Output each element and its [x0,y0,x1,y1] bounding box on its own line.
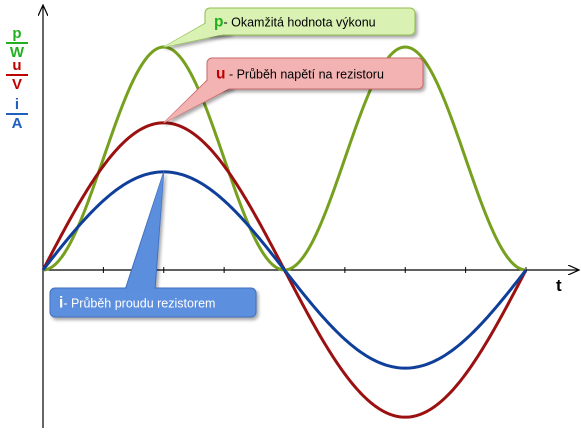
callout-p-label: p- Okamžitá hodnota výkonu [214,14,376,31]
series-i-line [41,170,528,370]
y-unit-p-unit: W [9,44,25,61]
callout-i: i- Průběh proudu rezistorem [49,171,257,318]
y-unit-i-unit: A [11,115,23,132]
y-unit-i: i A [6,97,28,131]
y-unit-p: p W [6,26,28,60]
callout-p-text: - Okamžitá hodnota výkonu [223,16,375,30]
callout-u-symbol: u [216,66,225,83]
y-unit-p-divider [6,42,28,44]
y-unit-u-symbol: u [12,57,22,74]
y-unit-i-divider [6,113,28,115]
callout-u-pointer-fill [163,68,232,123]
callout-u-box [206,57,424,90]
x-axis-label: t [556,276,562,295]
y-unit-u-unit: V [11,76,22,93]
callout-p-box [204,7,416,36]
callout-p: p- Okamžitá hodnota výkonu [163,7,416,48]
callout-i-symbol: i [59,295,63,312]
callout-u: u - Průběh napětí na rezistoru [163,57,424,124]
y-unit-u: u V [6,58,28,92]
callout-i-label: i- Průběh proudu rezistorem [59,295,215,312]
y-unit-u-divider [6,74,28,76]
y-unit-p-symbol: p [12,25,22,42]
callout-u-label: u - Průběh napětí na rezistoru [216,66,384,83]
callout-i-pointer-fill [126,171,164,291]
callout-i-text: - Průběh proudu rezistorem [63,297,215,311]
callout-p-pointer-fill [163,16,230,47]
y-unit-i-symbol: i [14,96,20,113]
callout-p-symbol: p [214,14,223,31]
callout-u-text: - Průběh napětí na rezistoru [225,68,383,82]
